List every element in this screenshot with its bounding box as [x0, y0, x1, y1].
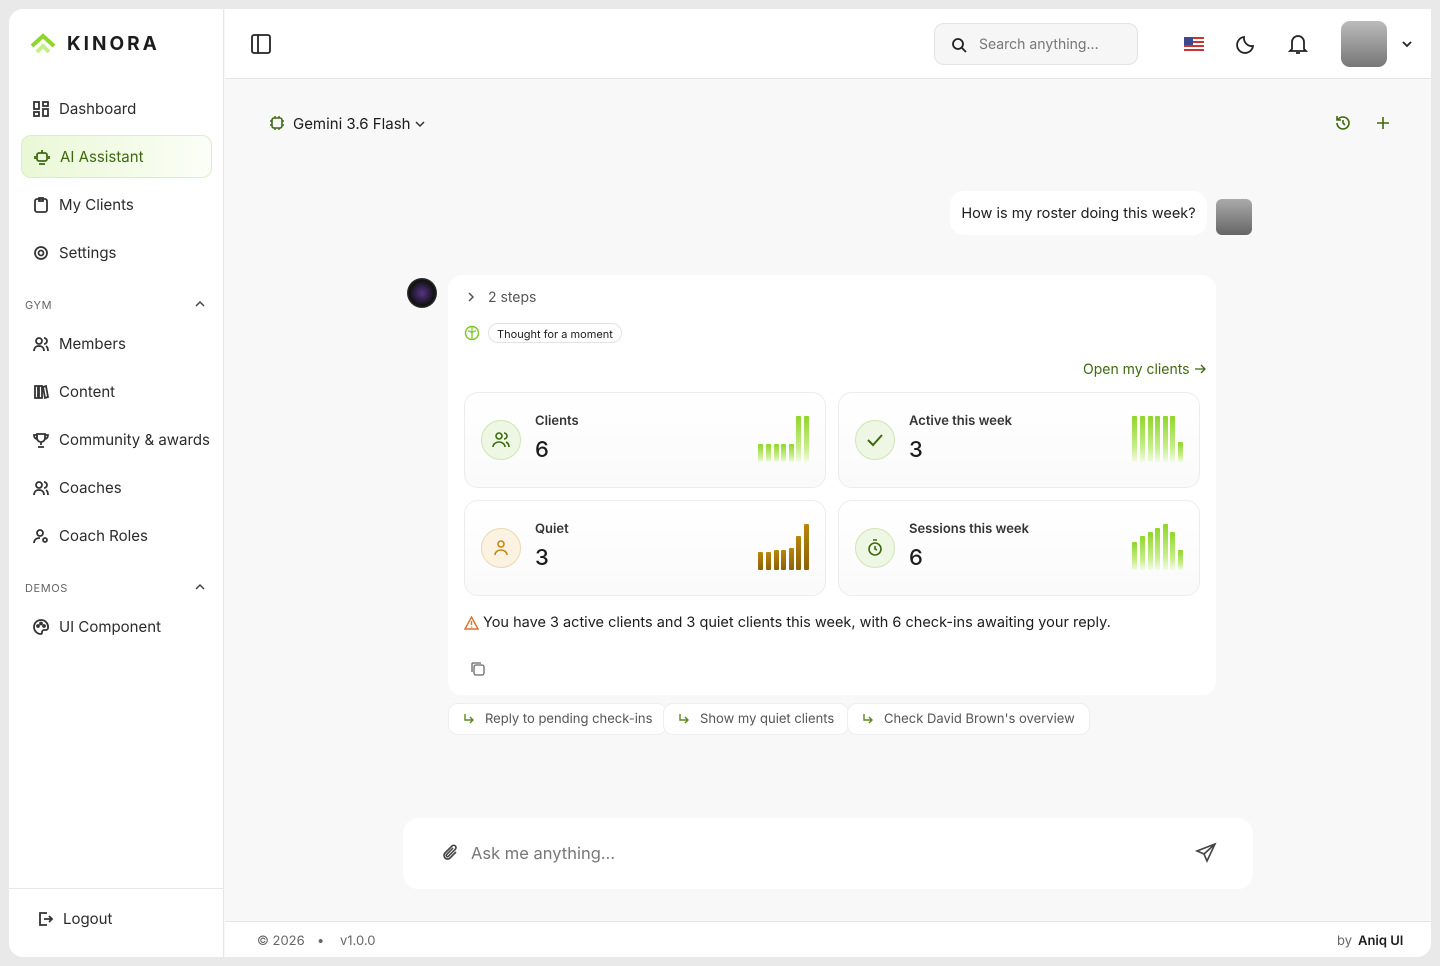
nav-item-active[interactable]: AI Assistant: [21, 135, 212, 178]
sparkline: [758, 412, 809, 462]
search-icon: [952, 38, 967, 53]
thought-icon: [464, 325, 480, 341]
nav-item[interactable]: Settings: [21, 231, 212, 274]
stat-label: Sessions this week: [909, 521, 1029, 537]
flag-button[interactable]: [1184, 37, 1204, 51]
copyright: © 2026: [257, 933, 305, 949]
footer: [225, 921, 1431, 957]
nav-item[interactable]: My Clients: [21, 183, 212, 226]
stat-card: Sessions this week 6: [838, 500, 1200, 596]
version: v1.0.0: [340, 933, 376, 949]
suggestion-chip[interactable]: Show my quiet clients: [663, 703, 850, 735]
notifications[interactable]: [1287, 33, 1309, 55]
stat-value: 6: [909, 545, 923, 571]
nav-item[interactable]: Members: [21, 322, 212, 365]
nav-label: My Clients: [59, 195, 134, 214]
footer-by: by: [1337, 933, 1353, 949]
model-icon: [270, 116, 284, 130]
nav-label: UI Component: [59, 617, 162, 636]
stat-value: 3: [909, 437, 923, 463]
steps-label: 2 steps: [488, 289, 537, 306]
chip-label: Reply to pending check-ins: [485, 711, 653, 727]
chat-input[interactable]: Ask me anything...: [403, 818, 1253, 889]
stat-card: Active this week 3: [838, 392, 1200, 488]
nav-label: Dashboard: [59, 99, 137, 118]
logout[interactable]: Logout: [25, 897, 216, 940]
nav-label: AI Assistant: [60, 147, 144, 166]
user-message: How is my roster doing this week?: [950, 191, 1207, 235]
stat-card: Clients 6: [464, 392, 826, 488]
sparkline: [1132, 520, 1183, 570]
stat-icon: [481, 528, 521, 568]
user-message-text: How is my roster doing this week?: [961, 204, 1196, 222]
input-placeholder: Ask me anything...: [471, 843, 616, 863]
attach-button[interactable]: [441, 843, 461, 863]
nav-item[interactable]: Community & awards: [21, 418, 212, 461]
warning-icon: [464, 616, 479, 630]
chip-label: Show my quiet clients: [700, 711, 835, 727]
nav-item[interactable]: UI Component: [21, 605, 212, 648]
section-title: DEMOS: [25, 581, 205, 595]
stat-card: Quiet 3: [464, 500, 826, 596]
footer-separator: •: [317, 933, 325, 949]
theme-toggle[interactable]: [1235, 33, 1257, 55]
collapse-icon[interactable]: [195, 583, 205, 591]
nav-label: Members: [59, 334, 126, 353]
assistant-avatar: [407, 278, 437, 308]
summary: You have 3 active clients and 3 quiet cl…: [483, 614, 1111, 631]
suggestion-chip[interactable]: Check David Brown's overview: [847, 703, 1090, 735]
sidebar-divider: [9, 888, 224, 889]
copy-button[interactable]: [470, 661, 486, 677]
search-box[interactable]: Search anything...: [934, 23, 1138, 65]
logo-icon: [30, 33, 56, 54]
history-button[interactable]: [1334, 114, 1352, 132]
stat-label: Active this week: [909, 413, 1013, 429]
stat-icon: [855, 420, 895, 460]
nav-item[interactable]: Dashboard: [21, 87, 212, 130]
chip-label: Check David Brown's overview: [884, 711, 1075, 727]
stat-icon: [481, 420, 521, 460]
nav-label: Coach Roles: [59, 526, 148, 545]
brand: KINORA: [67, 32, 160, 55]
section-label: DEMOS: [25, 581, 68, 595]
link-label: Open my clients: [1083, 361, 1190, 378]
search-placeholder: Search anything...: [979, 36, 1099, 53]
nav-label: Coaches: [59, 478, 122, 497]
stat-value: 6: [535, 437, 549, 463]
sparkline: [758, 520, 809, 570]
logout-label: Logout: [63, 909, 113, 928]
steps-toggle[interactable]: [466, 291, 476, 303]
model-name: Gemini 3.6 Flash: [293, 114, 411, 133]
section-label: GYM: [25, 298, 53, 312]
new-chat-button[interactable]: [1375, 115, 1391, 131]
thought-badge: Thought for a moment: [488, 323, 622, 343]
open-clients-link[interactable]: Open my clients: [1083, 361, 1208, 378]
sidebar-toggle[interactable]: [251, 34, 271, 54]
footer-credit[interactable]: Aniq UI: [1358, 933, 1404, 949]
suggestion-chip[interactable]: Reply to pending check-ins: [448, 703, 668, 735]
nav-label: Content: [59, 382, 116, 401]
stat-value: 3: [535, 545, 549, 571]
stat-icon: [855, 528, 895, 568]
collapse-icon[interactable]: [195, 300, 205, 308]
user-avatar: [1216, 199, 1252, 235]
stat-label: Quiet: [535, 521, 569, 537]
nav-item[interactable]: Coach Roles: [21, 514, 212, 557]
nav-item[interactable]: Coaches: [21, 466, 212, 509]
profile-avatar[interactable]: [1341, 21, 1387, 67]
nav-label: Community & awards: [59, 430, 210, 449]
send-button[interactable]: [1195, 842, 1217, 864]
nav-item[interactable]: Content: [21, 370, 212, 413]
header: [225, 9, 1431, 79]
model-selector[interactable]: Gemini 3.6 Flash: [293, 114, 426, 133]
profile-menu[interactable]: [1401, 39, 1413, 49]
sparkline: [1132, 412, 1183, 462]
stat-label: Clients: [535, 413, 579, 429]
nav-label: Settings: [59, 243, 117, 262]
section-title: GYM: [25, 298, 205, 312]
